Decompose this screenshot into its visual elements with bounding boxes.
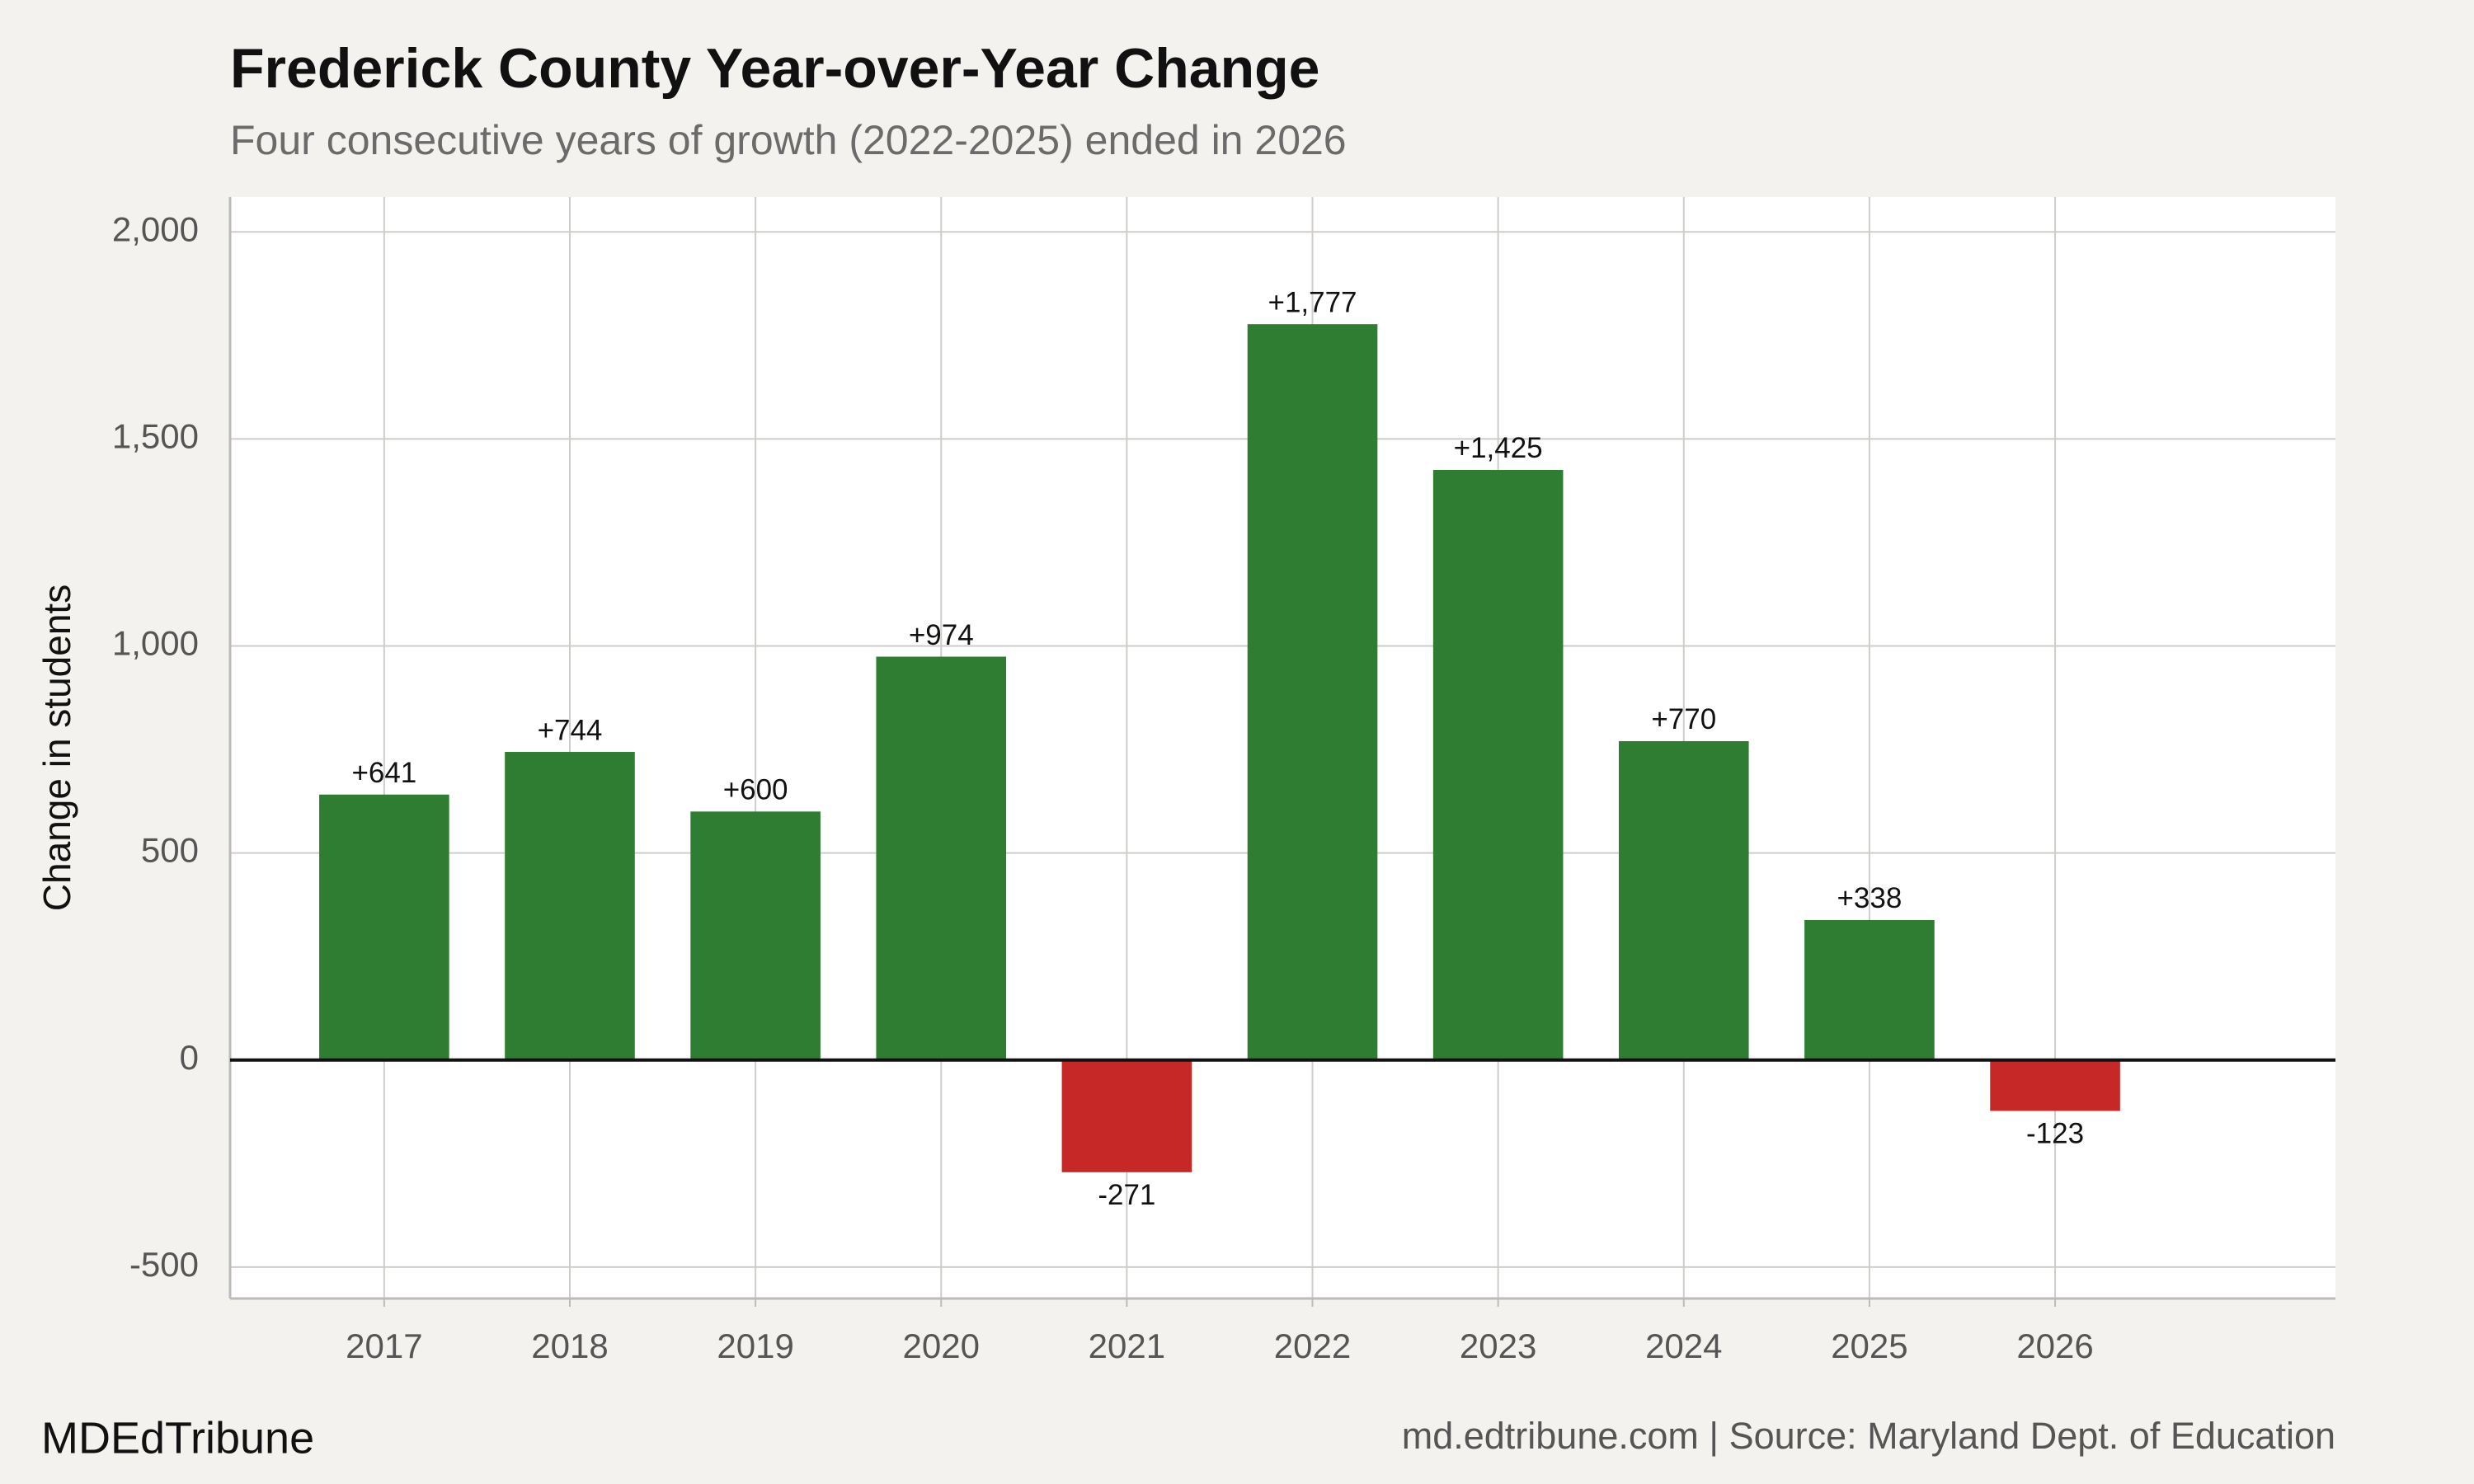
x-tick-label: 2021 [1089, 1327, 1165, 1365]
bar [1990, 1059, 2120, 1111]
brand: MDEdTribune [41, 1413, 314, 1463]
value-label: +1,425 [1454, 432, 1543, 464]
x-tick-label: 2026 [2016, 1327, 2093, 1365]
y-tick-label: -500 [129, 1245, 199, 1284]
x-tick-label: 2024 [1645, 1327, 1722, 1365]
value-label: +974 [909, 619, 974, 651]
bar [1247, 324, 1378, 1060]
x-tick-label: 2025 [1831, 1327, 1907, 1365]
y-tick-label: 0 [180, 1038, 199, 1077]
bar [505, 752, 635, 1060]
value-label: +641 [351, 757, 416, 789]
value-label: -271 [1098, 1179, 1155, 1211]
y-tick-label: 1,000 [112, 624, 199, 663]
y-tick-label: 500 [141, 831, 199, 870]
value-label: +338 [1837, 882, 1902, 914]
chart-subtitle: Four consecutive years of growth (2022-2… [230, 117, 1347, 163]
x-tick-label: 2023 [1460, 1327, 1536, 1365]
bar [1061, 1059, 1192, 1172]
x-tick-label: 2022 [1274, 1327, 1351, 1365]
value-label: +1,777 [1268, 286, 1357, 318]
value-label: +770 [1651, 703, 1716, 735]
y-tick-label: 1,500 [112, 416, 199, 455]
value-label: +600 [723, 774, 788, 806]
x-tick-label: 2019 [717, 1327, 793, 1365]
bar [319, 794, 449, 1060]
x-tick-label: 2017 [346, 1327, 422, 1365]
y-tick-label: 2,000 [112, 209, 199, 248]
y-axis-label: Change in students [35, 585, 78, 911]
bar [1432, 469, 1564, 1060]
chart-title: Frederick County Year-over-Year Change [230, 37, 1319, 100]
value-label: +744 [538, 714, 603, 746]
bar [1618, 740, 1749, 1060]
value-label: -123 [2026, 1118, 2084, 1150]
x-tick-label: 2018 [531, 1327, 608, 1365]
source-note: md.edtribune.com | Source: Maryland Dept… [1402, 1415, 2335, 1457]
marks: +641 +744 +600 +974 -271 +1,777 +1,425 +770 +338… [319, 286, 2120, 1211]
x-tick-label: 2020 [903, 1327, 980, 1365]
bar [690, 811, 821, 1060]
bar [1804, 919, 1935, 1060]
bar [876, 656, 1007, 1060]
